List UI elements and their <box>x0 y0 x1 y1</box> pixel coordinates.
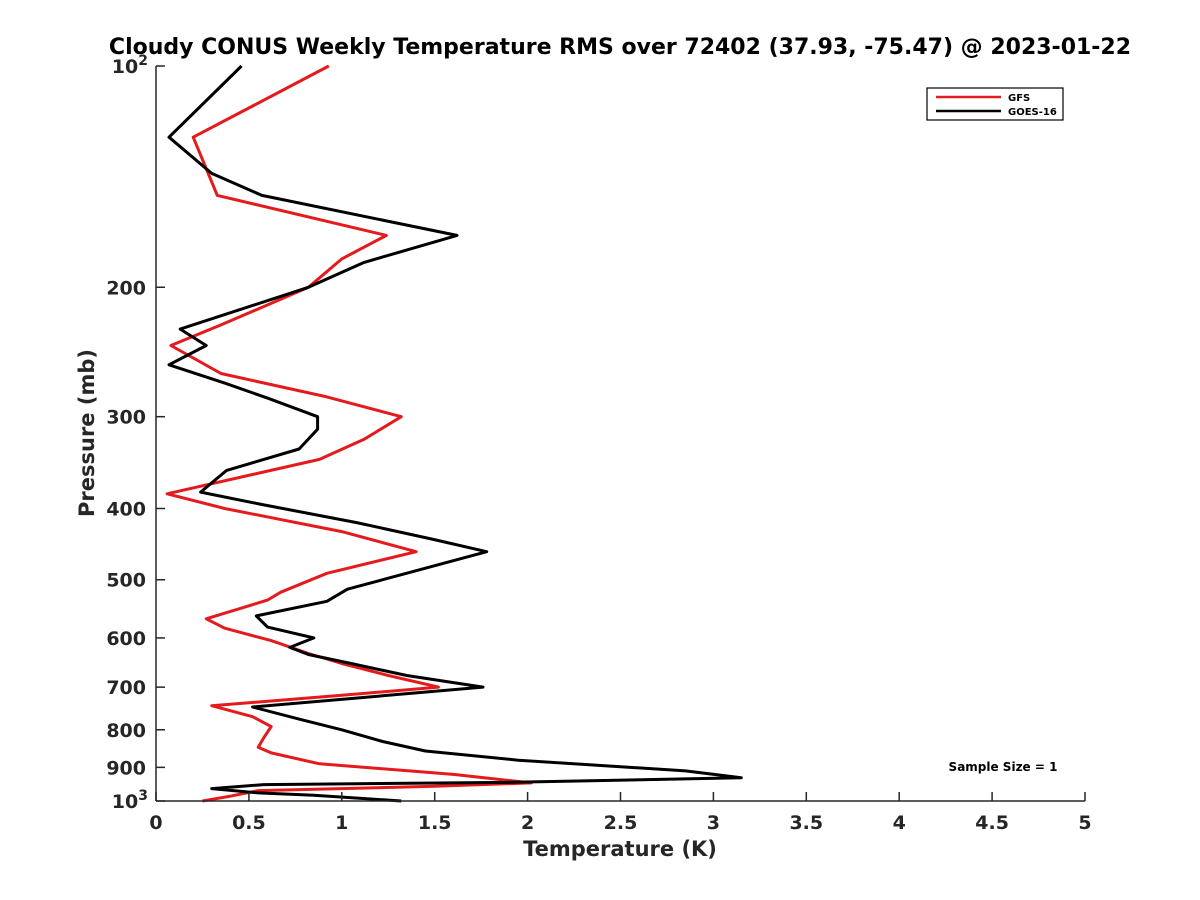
y-tick-label: 300 <box>106 407 146 429</box>
legend-label: GFS <box>1008 93 1030 104</box>
x-tick-label: 4 <box>893 812 906 834</box>
y-tick-label: 400 <box>106 499 146 521</box>
y-tick-label: 700 <box>106 677 146 699</box>
y-tick-label: 900 <box>106 757 146 779</box>
legend-box <box>926 87 1064 121</box>
x-tick-label: 1.5 <box>418 812 452 834</box>
x-axis-label: Temperature (K) <box>523 837 717 861</box>
x-tick-label: 2 <box>521 812 534 834</box>
y-tick-label: 103 <box>112 788 148 813</box>
y-tick-label: 600 <box>106 628 146 650</box>
x-tick-label: 0.5 <box>232 812 266 834</box>
legend: GFS GOES-16 <box>926 87 1064 121</box>
x-tick-label: 3 <box>707 812 720 834</box>
y-tick-label: 500 <box>106 570 146 592</box>
series-line-goes-16 <box>167 64 743 803</box>
x-tick-label: 1 <box>335 812 348 834</box>
x-tick-label: 3.5 <box>789 812 823 834</box>
y-tick-label: 800 <box>106 720 146 742</box>
x-tick-group: 0 0.5 1 1.5 2 2.5 3 3.5 4 4.5 5 <box>149 792 1092 834</box>
y-tick-label: 102 <box>112 53 148 78</box>
x-tick-label: 0 <box>149 812 162 834</box>
y-tick-label: 200 <box>106 277 146 299</box>
series-line-gfs <box>165 64 533 803</box>
chart-title: Cloudy CONUS Weekly Temperature RMS over… <box>109 35 1131 60</box>
x-tick-label: 5 <box>1078 812 1091 834</box>
legend-label: GOES-16 <box>1008 107 1057 118</box>
x-tick-label: 4.5 <box>975 812 1009 834</box>
sample-size-annotation: Sample Size = 1 <box>949 760 1058 774</box>
y-tick-group: 102 200 300 400 500 600 700 800 900 103 <box>106 53 165 813</box>
plot-area <box>165 64 743 803</box>
x-tick-label: 2.5 <box>604 812 638 834</box>
y-axis-label: Pressure (mb) <box>75 349 99 517</box>
